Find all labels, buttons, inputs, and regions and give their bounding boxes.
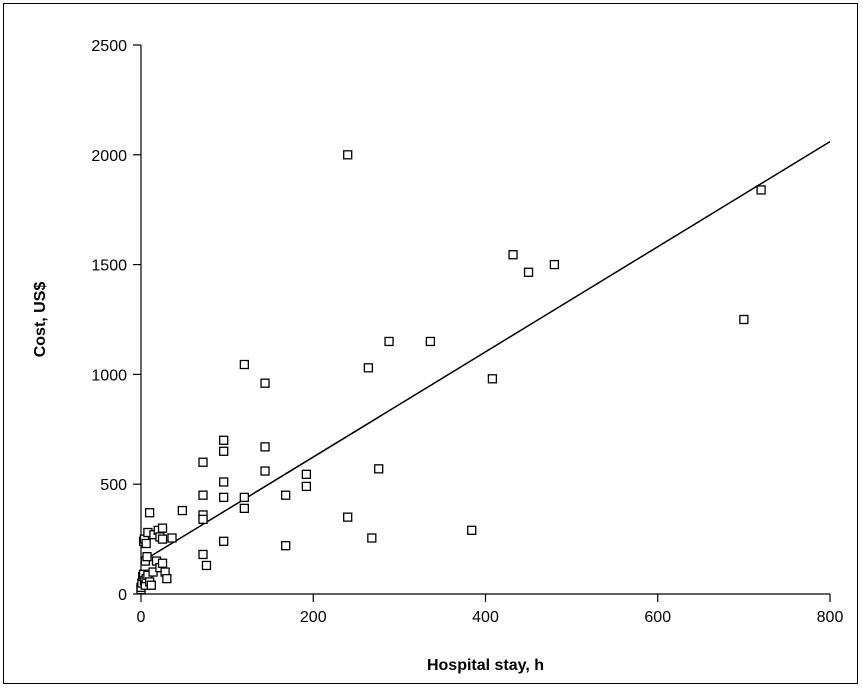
y-tick-label: 1500 [91,258,127,275]
data-point [374,464,384,474]
data-point [198,514,208,524]
data-point [177,505,187,516]
data-point [549,259,560,270]
x-axis-title: Hospital stay, h [427,657,544,674]
data-point [343,512,353,522]
x-tick-label: 800 [817,609,844,626]
data-point [201,560,212,571]
data-point [239,503,250,514]
data-point [260,442,270,452]
data-point [260,466,270,476]
x-tick-label: 200 [300,609,327,626]
data-point [301,469,312,479]
data-point [157,534,168,544]
data-point [508,250,518,260]
data-point [487,374,498,384]
data-point [219,536,229,546]
y-tick-label: 500 [100,477,127,494]
data-point [157,558,168,568]
y-tick-label: 2000 [91,148,127,165]
x-tick-label: 400 [472,609,499,626]
data-point [467,525,477,535]
data-point [198,549,208,560]
data-point [739,314,749,325]
data-point [219,477,229,487]
data-point [523,267,534,277]
data-point [144,508,155,518]
data-point [363,363,374,373]
data-point [239,492,250,503]
data-point [162,573,172,584]
y-tick-label: 0 [118,587,127,604]
data-point [343,150,353,160]
data-point [281,541,291,551]
y-tick-label: 1000 [91,367,127,384]
data-point [756,185,766,195]
data-point [425,336,436,347]
data-point [367,533,377,543]
x-tick-label: 0 [137,609,146,626]
data-point [219,492,229,503]
data-point [146,580,156,590]
data-point [142,552,152,562]
y-axis-title: Cost, US$ [32,282,49,358]
y-tick-label: 2500 [91,38,127,55]
x-tick-label: 600 [644,609,671,626]
regression-line [140,140,831,563]
data-point [219,446,229,456]
data-point [198,490,208,500]
data-point [384,336,394,347]
data-point [167,533,177,543]
data-point [301,481,312,492]
data-point [219,435,229,445]
data-point [239,359,250,370]
data-point [198,457,208,467]
data-point [281,490,291,500]
data-point [260,378,270,388]
data-point [157,523,168,533]
data-point [141,538,151,549]
